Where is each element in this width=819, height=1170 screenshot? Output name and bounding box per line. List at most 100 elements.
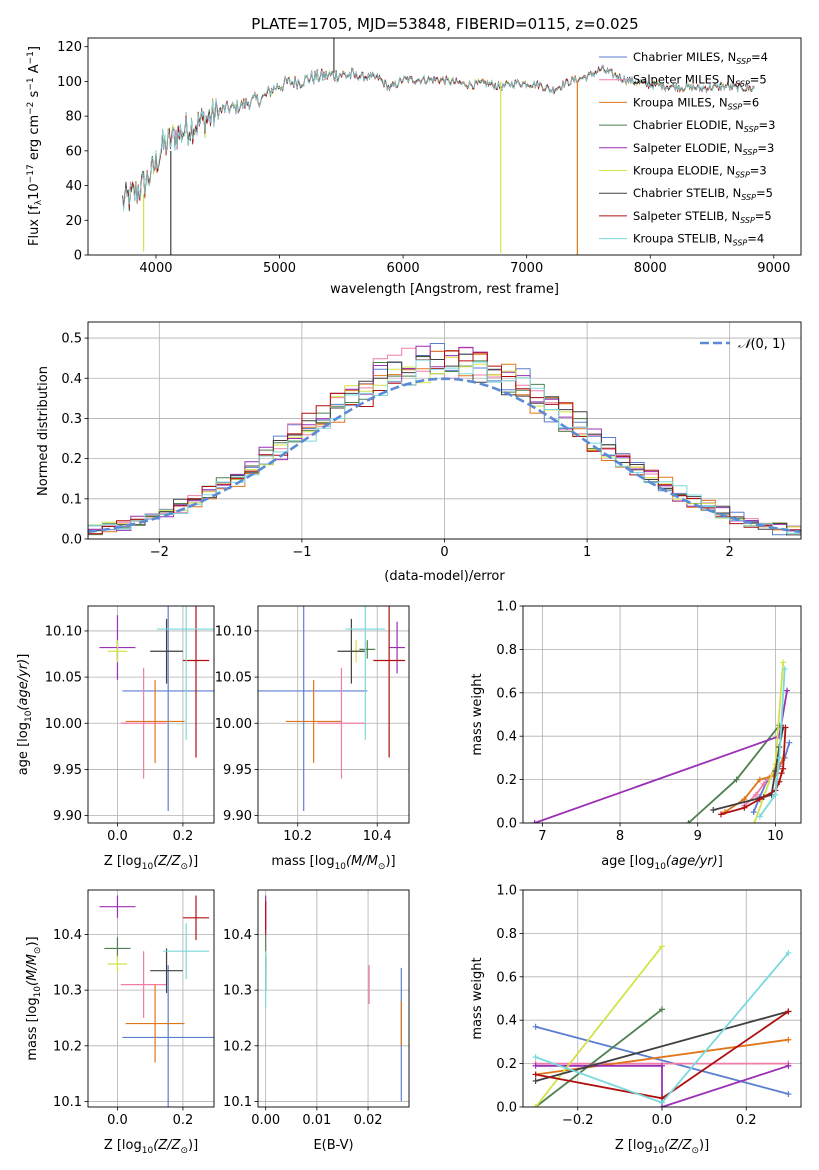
label-part: =3 (750, 164, 767, 178)
weight-point-marker (532, 1071, 539, 1078)
y-tick-label: 9.95 (223, 763, 252, 778)
label-part: ] (27, 46, 42, 51)
weight-point-marker (532, 1023, 539, 1030)
y-tick-label: 10.3 (53, 984, 82, 999)
axes-frame (257, 605, 410, 824)
weight-point-marker (733, 776, 740, 783)
weight-series-line (534, 690, 788, 823)
legend-entry: Chabrier MILES, NSSP=4 (633, 50, 768, 66)
plot-area (88, 343, 801, 538)
label-part: age [log (16, 722, 31, 775)
y-axis-label: mass weight (470, 673, 485, 755)
y-tick-label: 10.3 (223, 984, 252, 999)
label-part: SSP (735, 171, 750, 180)
label-part: age [log (601, 854, 654, 869)
label-part: =4 (747, 232, 764, 246)
x-tick-label: 10.4 (363, 829, 392, 844)
axes-frame (87, 889, 215, 1108)
axes: 0.0 0.210.110.210.310.4Z [log10(Z/Z⊙)]mas… (25, 889, 215, 1156)
label-part: Kroupa ELODIE, N (633, 164, 735, 178)
error-bar-point (150, 948, 183, 993)
axes-frame (522, 889, 802, 1108)
y-tick-label: 0.8 (496, 927, 517, 942)
weight-series-line (534, 945, 663, 1107)
x-tick-label: −0.2 (562, 1113, 594, 1128)
histogram-step (88, 359, 801, 536)
y-tick-label: 10.4 (223, 928, 252, 943)
legend-entry: 𝒩(0, 1) (738, 337, 785, 352)
y-tick-label: 10.10 (215, 624, 252, 639)
error-bar-point (122, 965, 214, 1107)
label-part: Salpeter ELODIE, N (633, 141, 743, 155)
label-part: )] (699, 1138, 709, 1153)
error-bar-point (99, 895, 136, 918)
legend-entry: Kroupa ELODIE, NSSP=3 (633, 164, 767, 180)
label-part: (0, 1) (750, 337, 785, 352)
label-part: Salpeter STELIB, N (633, 209, 740, 223)
weight-point-marker (531, 820, 538, 823)
label-part: λ (34, 199, 44, 205)
x-tick-label: 0.2 (736, 1113, 757, 1128)
weight-point-marker (532, 1054, 539, 1061)
x-tick-label: 0.2 (173, 1113, 194, 1128)
x-tick-label: 0.0 (107, 1113, 128, 1128)
weight-point-marker (532, 1104, 539, 1107)
weight-point-marker (741, 804, 748, 811)
plot-area (258, 606, 406, 811)
axes: 4000 5000 6000 7000 8000 9000 0 20 40 60 80 100 120 w… (26, 37, 802, 297)
label-part: (Z/Z (153, 854, 181, 869)
legend-entry: Kroupa STELIB, NSSP=4 (633, 232, 764, 248)
label-part: 10 (24, 710, 34, 722)
error-bar-point (285, 679, 342, 763)
label-part: SSP (735, 80, 750, 89)
x-axis-label: age [log10(age/yr)] (601, 854, 723, 872)
axes-frame (87, 605, 215, 824)
weight-point-marker (785, 1036, 792, 1043)
y-tick-label: 1.0 (496, 884, 517, 899)
y-tick-label: 0.2 (496, 1057, 517, 1072)
y-tick-label: 10.10 (45, 624, 82, 639)
label-part: −2 (26, 102, 36, 115)
label-part: Kroupa MILES, N (633, 95, 728, 109)
label-part: =5 (755, 209, 772, 223)
x-tick-label: −1 (292, 545, 311, 560)
axes: −0.2 0.0 0.2 0.0 0.2 0.4 0.6 0.8 1.0 Z [log10(Z/Z… (470, 884, 802, 1156)
x-axis-label: wavelength [Angstrom, rest frame] (330, 282, 559, 297)
label-part: Flux [f (27, 205, 42, 246)
weight-series-line (535, 1025, 789, 1095)
x-tick-label: 0.01 (302, 1113, 331, 1128)
weight-point-marker (659, 943, 665, 950)
y-tick-label: 40 (65, 179, 82, 194)
weight-point-marker (776, 754, 783, 761)
x-tick-label: 0 (440, 545, 448, 560)
label-part: 10 (142, 1146, 154, 1156)
y-axis-label: mass [log10(M/M⊙)] (25, 936, 43, 1060)
label-part: =3 (759, 118, 776, 132)
y-tick-label: 10.1 (53, 1095, 82, 1110)
legend-entry: Chabrier ELODIE, NSSP=3 (633, 118, 775, 134)
y-tick-label: 0.2 (496, 773, 517, 788)
y-tick-label: 0.3 (61, 412, 82, 427)
y-tick-label: 10.05 (45, 671, 82, 686)
label-part: SSP (744, 125, 759, 134)
weight-point-marker (751, 820, 758, 823)
error-bar-point (337, 618, 366, 684)
weight-point-marker (718, 811, 725, 818)
y-tick-label: 0.2 (61, 452, 82, 467)
y-tick-label: 0.1 (61, 492, 82, 507)
label-part: SSP (740, 216, 755, 225)
label-part: Chabrier STELIB, N (633, 186, 741, 200)
weight-point-marker (780, 765, 787, 772)
label-part: ⊙ (180, 862, 188, 872)
y-tick-label: 9.90 (53, 809, 82, 824)
label-part: =4 (751, 50, 768, 64)
y-tick-label: 10.2 (53, 1039, 82, 1054)
x-tick-label: 0.02 (354, 1113, 383, 1128)
label-part: SSP (733, 239, 748, 248)
axes: 0.00 0.01 0.02 10.1 10.2 10.3 10.4 E(B-V) (223, 889, 410, 1153)
x-tick-label: 4000 (139, 261, 172, 276)
weight-point-marker (784, 687, 791, 694)
x-axis-label: Z [log10(Z/Z⊙)] (104, 1138, 198, 1156)
label-part: )] (188, 854, 198, 869)
